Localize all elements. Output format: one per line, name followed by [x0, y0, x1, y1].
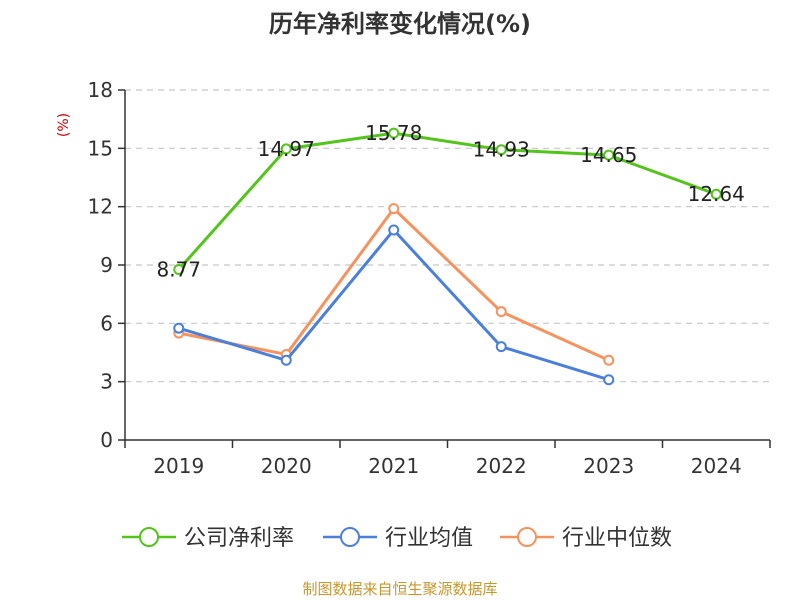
- legend-marker: [517, 527, 537, 547]
- data-point: [603, 354, 615, 366]
- data-label: 14.97: [258, 137, 315, 161]
- data-point: [388, 203, 400, 215]
- data-point: [280, 143, 292, 155]
- chart-title: 历年净利率变化情况(%): [269, 10, 531, 38]
- data-label: 12.64: [688, 182, 745, 206]
- y-tick-label: 18: [88, 78, 113, 102]
- y-tick-label: 0: [100, 428, 113, 452]
- data-point: [603, 149, 615, 161]
- y-tick-label: 15: [88, 136, 113, 160]
- legend-marker: [340, 527, 360, 547]
- axes: 0 3 6 9 12 15 18 2019 2020 2021 2022 2023 2024: [88, 78, 771, 478]
- data-point: [173, 263, 185, 275]
- data-point: [280, 354, 292, 366]
- y-tick-label: 12: [88, 195, 113, 219]
- data-label: 8.77: [156, 257, 201, 281]
- legend-label: 公司净利率: [184, 526, 294, 551]
- x-tick-label: 2020: [261, 454, 312, 478]
- legend-marker: [139, 527, 159, 547]
- data-point: [495, 306, 507, 318]
- gridlines: [125, 89, 770, 383]
- series-line: [178, 228, 610, 382]
- x-tick-label: 2019: [153, 454, 204, 478]
- series-lines: [173, 127, 722, 386]
- data-point: [388, 224, 400, 236]
- data-labels: 8.77 14.97 15.78 14.93 14.65 12.64: [156, 121, 744, 281]
- legend: 公司净利率 行业均值 行业中位数: [122, 526, 672, 551]
- data-point: [173, 322, 185, 334]
- source-note: 制图数据来自恒生聚源数据库: [302, 580, 497, 598]
- data-point: [710, 188, 722, 200]
- data-point: [603, 374, 615, 386]
- x-tick-label: 2021: [368, 454, 419, 478]
- legend-label: 行业均值: [385, 526, 473, 551]
- data-label: 14.93: [473, 138, 530, 162]
- y-tick-label: 3: [100, 370, 113, 394]
- data-label: 14.65: [580, 143, 637, 167]
- data-point: [495, 144, 507, 156]
- y-axis-label: (%): [56, 113, 72, 137]
- x-tick-label: 2022: [476, 454, 527, 478]
- data-label: 15.78: [365, 121, 422, 145]
- series-line: [177, 131, 717, 271]
- x-tick-label: 2024: [691, 454, 742, 478]
- data-point: [388, 127, 400, 139]
- y-tick-label: 9: [100, 253, 113, 277]
- y-tick-label: 6: [100, 311, 113, 335]
- data-point: [495, 341, 507, 353]
- x-tick-label: 2023: [583, 454, 634, 478]
- legend-label: 行业中位数: [562, 526, 672, 551]
